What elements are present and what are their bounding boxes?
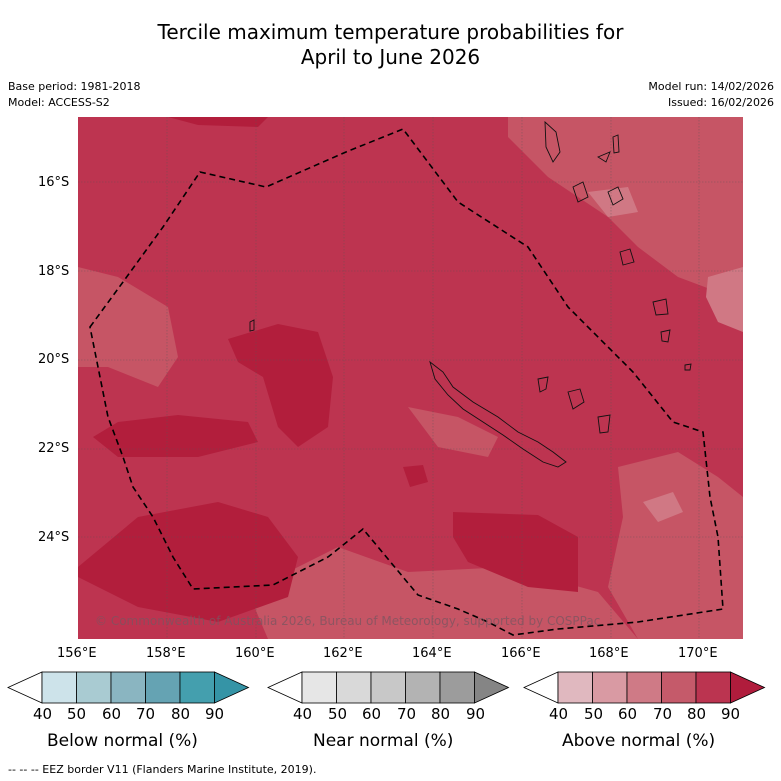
region-above-90-north	[168, 117, 268, 127]
lon-tick-162e: 162°E	[323, 646, 363, 661]
lat-tick-24s: 24°S	[38, 530, 70, 545]
lat-tick-18s: 18°S	[38, 264, 70, 279]
copyright-notice: © Commonwealth of Australia 2026, Bureau…	[95, 614, 601, 628]
below-colorbar-segment-2	[76, 671, 112, 704]
vanuatu-island-1	[544, 120, 561, 163]
region-above-90-small	[403, 465, 428, 487]
above-colorbar-max-extend	[730, 671, 766, 704]
gridlines	[78, 117, 743, 639]
near-colorbar-min-extend	[267, 671, 303, 704]
above-tick-40: 40	[549, 705, 569, 723]
title-line-2: April to June 2026	[300, 45, 481, 69]
region-above-60-southeast	[643, 492, 683, 522]
issued-date: Issued: 16/02/2026	[667, 96, 774, 109]
island-east-3	[684, 363, 692, 371]
model-info: Base period: 1981-2018 Model: ACCESS-S2	[8, 79, 140, 111]
near-colorbar-max-extend	[474, 671, 510, 704]
lon-tick-170e: 170°E	[678, 646, 718, 661]
above-colorbar-segment-1	[557, 671, 593, 704]
island-west-1	[249, 319, 255, 332]
near-tick-60: 60	[362, 705, 382, 723]
region-above-70-south	[248, 547, 638, 639]
probability-map	[78, 117, 743, 639]
near-tick-80: 80	[431, 705, 451, 723]
region-above-90-west	[93, 415, 258, 457]
near-tick-90: 90	[466, 705, 486, 723]
lon-tick-166e: 166°E	[501, 646, 541, 661]
near-colorbar-segment-4	[405, 671, 441, 704]
above-tick-90: 90	[721, 705, 741, 723]
loyalty-island-1	[537, 376, 549, 393]
region-above-90-center	[228, 324, 333, 447]
region-above-70-west	[78, 267, 178, 387]
above-tick-80: 80	[687, 705, 707, 723]
near-colorbar-segment-1	[301, 671, 337, 704]
model-name: Model: ACCESS-S2	[8, 96, 110, 109]
vanuatu-island-2	[572, 181, 589, 203]
below-tick-70: 70	[136, 705, 156, 723]
eez-legend: -- -- -- EEZ border V11 (Flanders Marine…	[8, 763, 317, 776]
run-info: Model run: 14/02/2026 Issued: 16/02/2026	[648, 79, 774, 111]
lat-tick-16s: 16°S	[38, 175, 70, 190]
region-above-60-north	[588, 187, 638, 217]
below-tick-80: 80	[171, 705, 191, 723]
region-above-70-east	[608, 452, 743, 639]
lat-tick-22s: 22°S	[38, 441, 70, 456]
region-above-60-east	[706, 267, 743, 332]
vanuatu-island-6	[619, 248, 635, 266]
above-colorbar-min-extend	[523, 671, 559, 704]
lon-tick-160e: 160°E	[235, 646, 275, 661]
region-above-70-center	[408, 407, 498, 457]
region-above-90-southwest	[78, 502, 298, 622]
coastlines	[249, 120, 692, 468]
island-east-2	[660, 329, 671, 343]
region-above-90-south	[453, 512, 578, 592]
loyalty-island-3	[597, 414, 611, 434]
below-colorbar-segment-3	[110, 671, 146, 704]
lon-tick-164e: 164°E	[412, 646, 452, 661]
new-caledonia-outline	[429, 360, 567, 468]
chart-title: Tercile maximum temperature probabilitie…	[0, 20, 781, 70]
near-tick-40: 40	[293, 705, 313, 723]
above-colorbar-segment-3	[626, 671, 662, 704]
above-tick-70: 70	[653, 705, 673, 723]
lon-tick-158e: 158°E	[146, 646, 186, 661]
below-colorbar-segment-1	[41, 671, 77, 704]
above-tick-50: 50	[584, 705, 604, 723]
vanuatu-island-3	[597, 151, 611, 163]
loyalty-island-2	[567, 388, 585, 410]
below-tick-40: 40	[33, 705, 53, 723]
below-tick-50: 50	[67, 705, 87, 723]
below-normal-label: Below normal (%)	[47, 731, 198, 751]
below-colorbar-min-extend	[7, 671, 43, 704]
below-colorbar-max-extend	[214, 671, 250, 704]
above-tick-60: 60	[618, 705, 638, 723]
near-tick-70: 70	[397, 705, 417, 723]
eez-border	[89, 128, 724, 636]
below-tick-90: 90	[205, 705, 225, 723]
above-colorbar-segment-5	[695, 671, 731, 704]
lon-tick-156e: 156°E	[57, 646, 97, 661]
near-tick-50: 50	[328, 705, 348, 723]
island-east-1	[652, 298, 669, 316]
above-colorbar-segment-2	[592, 671, 628, 704]
vanuatu-island-5	[612, 134, 620, 154]
lat-tick-20s: 20°S	[38, 352, 70, 367]
near-colorbar-segment-3	[370, 671, 406, 704]
near-normal-label: Near normal (%)	[313, 731, 454, 751]
near-colorbar-segment-5	[439, 671, 475, 704]
vanuatu-island-4	[607, 186, 624, 206]
below-colorbar-segment-4	[145, 671, 181, 704]
colorbars	[7, 671, 766, 704]
model-run: Model run: 14/02/2026	[648, 80, 774, 93]
below-colorbar-segment-5	[179, 671, 215, 704]
lon-tick-168e: 168°E	[589, 646, 629, 661]
near-colorbar-segment-2	[336, 671, 372, 704]
base-period: Base period: 1981-2018	[8, 80, 141, 93]
title-line-1: Tercile maximum temperature probabilitie…	[157, 20, 624, 44]
above-normal-label: Above normal (%)	[562, 731, 716, 751]
below-tick-60: 60	[102, 705, 122, 723]
above-colorbar-segment-4	[661, 671, 697, 704]
